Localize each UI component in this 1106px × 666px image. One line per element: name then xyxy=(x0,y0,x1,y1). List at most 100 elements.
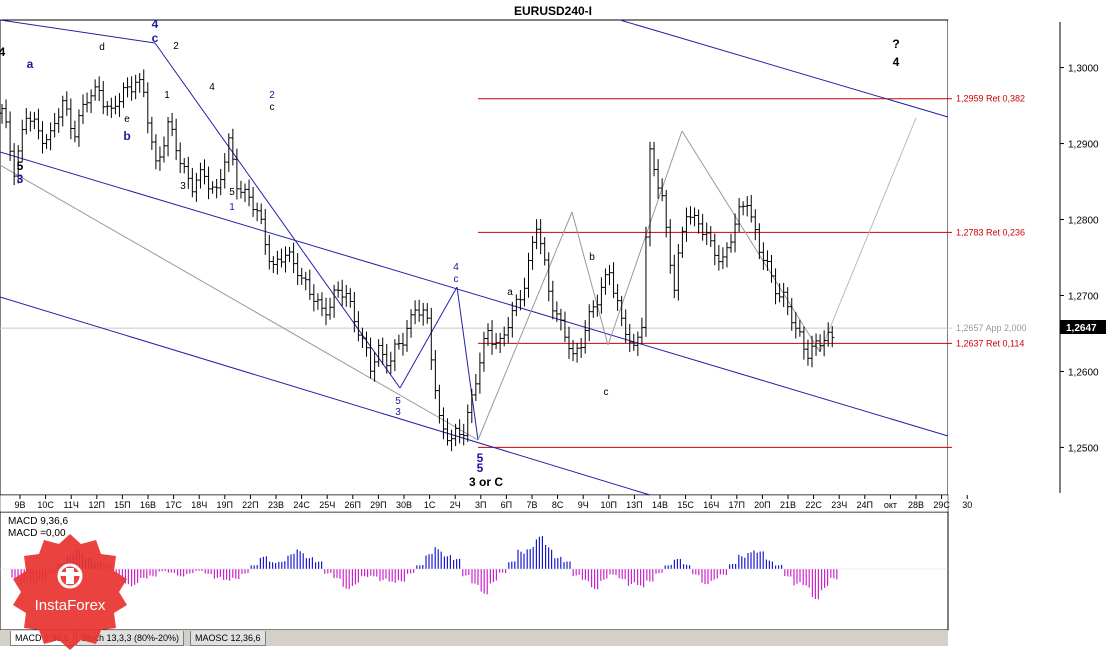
x-tick-label: 17С xyxy=(165,500,182,510)
wave-label: e xyxy=(124,114,130,125)
x-tick-label: 19П xyxy=(217,500,233,510)
x-tick-label: 9В xyxy=(14,500,25,510)
wave-label: 5 xyxy=(477,461,484,475)
x-tick-label: 28В xyxy=(908,500,924,510)
wave-label: 3 xyxy=(395,407,401,418)
x-tick-label: 14В xyxy=(652,500,668,510)
x-tick-label: 15С xyxy=(677,500,694,510)
macd-value: MACD =0,00 xyxy=(8,528,66,539)
x-tick-label: 1С xyxy=(424,500,436,510)
price-axis-frame xyxy=(948,20,1106,495)
x-tick-label: 30В xyxy=(396,500,412,510)
x-tick-label: 12П xyxy=(89,500,105,510)
current-price-tag: 1,2647 xyxy=(1060,320,1106,334)
wave-label: 1 xyxy=(164,90,170,101)
x-tick-label: 29П xyxy=(370,500,386,510)
wave-label: d xyxy=(99,42,105,53)
x-tick-label: 16Ч xyxy=(703,500,719,510)
x-tick-label: 17П xyxy=(729,500,745,510)
channel-line xyxy=(456,286,479,441)
wave-label: a xyxy=(507,287,513,298)
x-tick-label: 15П xyxy=(114,500,130,510)
x-tick-label: 21В xyxy=(780,500,796,510)
time-axis-strip xyxy=(0,494,949,513)
channel-line xyxy=(0,19,156,44)
level-label: 1,2959 Ret 0,382 xyxy=(956,94,1025,104)
wave-label: c xyxy=(604,387,609,398)
wave-label: 3 xyxy=(17,172,24,186)
wave-label: 3 or C xyxy=(469,475,503,489)
y-tick-label: 1,2800 xyxy=(1068,216,1099,227)
level-label: 1,2637 Ret 0,114 xyxy=(956,338,1024,348)
macd-title: MACD 9,36,6 xyxy=(8,516,69,527)
channel-line xyxy=(819,117,917,353)
wave-label: ? xyxy=(892,37,899,51)
y-tick-label: 1,2600 xyxy=(1068,367,1099,378)
x-tick-label: 23В xyxy=(268,500,284,510)
x-tick-label: 22С xyxy=(805,500,822,510)
x-tick-label: 23Ч xyxy=(831,500,847,510)
wave-label: 4 xyxy=(0,45,6,59)
x-tick-label: 11Ч xyxy=(64,500,79,510)
x-tick-label: 25Ч xyxy=(319,500,335,510)
channel-line xyxy=(571,211,609,346)
x-tick-label: 16В xyxy=(140,500,156,510)
chart-title: EURUSD240-I xyxy=(514,4,592,18)
x-tick-label: 2Ч xyxy=(450,500,461,510)
wave-label: 4 xyxy=(893,55,900,69)
wave-label: 1 xyxy=(229,202,235,213)
level-label: 1,2657 App 2,000 xyxy=(956,323,1027,333)
wave-label: 5 xyxy=(229,187,235,198)
wave-label: a xyxy=(27,57,34,71)
channel-line xyxy=(477,211,573,441)
x-tick-label: 8С xyxy=(552,500,564,510)
channel-line xyxy=(0,296,651,496)
wave-label: 4 xyxy=(209,82,215,93)
x-tick-label: 26П xyxy=(345,500,361,510)
channel-line xyxy=(607,130,683,346)
current-price-label: 1,2647 xyxy=(1066,323,1097,334)
x-tick-label: 24С xyxy=(293,500,310,510)
wave-label: c xyxy=(454,274,459,285)
wave-label: b xyxy=(123,129,130,143)
x-tick-label: 10П xyxy=(601,500,617,510)
channel-line xyxy=(399,286,458,389)
time-axis: 9В 10С 11Ч 12П 15П 16В 17С 18Ч 19П 22П 23В 24С 25Ч 26… xyxy=(14,495,972,510)
wave-label: c xyxy=(270,102,275,113)
x-tick-label: 29С xyxy=(933,500,950,510)
x-tick-label: 22П xyxy=(242,500,258,510)
x-tick-label: 18Ч xyxy=(191,500,207,510)
wave-label: 3 xyxy=(180,181,186,192)
x-tick-label: 20П xyxy=(754,500,770,510)
logo-text: InstaForex xyxy=(35,597,106,614)
wave-label: 4 xyxy=(453,262,459,273)
instaforex-logo: InstaForex xyxy=(13,534,127,650)
wave-label: 5 xyxy=(17,159,24,173)
x-tick-label: 9Ч xyxy=(578,500,589,510)
channel-line xyxy=(681,130,821,353)
channel-line xyxy=(619,19,949,118)
channel-line xyxy=(0,164,479,441)
x-tick-label: 6П xyxy=(501,500,512,510)
y-tick-label: 1,3000 xyxy=(1068,64,1099,75)
level-label: 1,2783 Ret 0,236 xyxy=(956,227,1025,237)
channel-lines xyxy=(0,19,949,496)
x-tick-label: 7В xyxy=(526,500,537,510)
x-tick-label: 24П xyxy=(857,500,873,510)
y-tick-label: 1,2700 xyxy=(1068,291,1099,302)
wave-label: 2 xyxy=(173,41,179,52)
x-tick-label: 3П xyxy=(475,500,486,510)
x-tick-label: 10С xyxy=(37,500,54,510)
x-tick-label: окт xyxy=(884,500,897,510)
y-tick-label: 1,2900 xyxy=(1068,140,1099,151)
x-tick-label: 30 xyxy=(962,500,972,510)
wave-label: 5 xyxy=(395,396,401,407)
tab-maosc[interactable]: MAOSC 12,36,6 xyxy=(190,631,266,646)
channel-line xyxy=(0,151,949,437)
wave-label: b xyxy=(589,252,595,263)
main-chart-frame xyxy=(0,19,949,496)
retracement-levels: 1,2959 Ret 0,382 1,2783 Ret 0,236 1,2637 R… xyxy=(0,94,1027,448)
